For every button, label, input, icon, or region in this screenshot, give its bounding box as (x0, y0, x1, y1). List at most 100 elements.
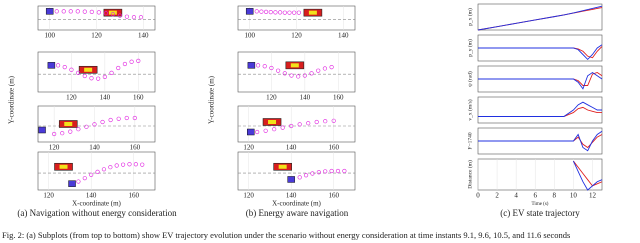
x-tick-label: 120 (243, 144, 254, 152)
obstacle-core (278, 164, 287, 169)
trajectory-point (297, 122, 302, 127)
trajectory-point (116, 65, 121, 71)
trajectory-point (140, 162, 145, 167)
x-tick-label: 140 (286, 144, 297, 152)
trajectory-point (331, 118, 336, 123)
x-tick-label: 120 (243, 192, 254, 200)
y-axis-label: v_x (m/s) (466, 99, 473, 120)
x-tick-label: 140 (138, 32, 149, 40)
state-line (477, 5, 603, 31)
trajectory-point (82, 9, 87, 14)
trajectory-point (124, 14, 130, 19)
trajectory-point (138, 15, 144, 20)
trajectory-point (84, 124, 89, 129)
ev (247, 128, 255, 136)
obstacle-core (84, 67, 93, 72)
panel-caption: (b) Energy aware navigation (246, 208, 349, 218)
trajectory-point (289, 123, 294, 129)
obstacle-core (59, 164, 68, 169)
trajectory-point (272, 127, 277, 132)
x-tick-label: 120 (91, 32, 102, 40)
trajectory-point (262, 64, 267, 69)
trajectory-point (136, 58, 141, 63)
trajectory-point (255, 63, 261, 68)
trajectory-point (103, 11, 108, 16)
state-line (478, 71, 603, 90)
state-line (478, 130, 603, 152)
trajectory-point (96, 10, 101, 15)
ev (247, 62, 256, 69)
trajectory-point (124, 115, 129, 121)
y-axis-label: p_y (m) (466, 39, 473, 57)
trajectory-point (310, 171, 315, 176)
trajectory-point (316, 170, 321, 175)
trajectory-point (89, 9, 94, 14)
x-tick-label: 8 (553, 192, 557, 200)
trajectory-point (292, 10, 297, 15)
trajectory-point (263, 9, 269, 14)
trajectory-point (132, 115, 137, 121)
trajectory-point (55, 63, 61, 68)
trajectory-point (306, 121, 311, 126)
x-tick-label: 4 (514, 192, 518, 200)
trajectory-point (82, 176, 87, 181)
trajectory-point (335, 168, 341, 174)
trajectory-point (329, 65, 334, 70)
y-axis-label: Y-coordinate (m) (8, 75, 16, 124)
trajectory-point (309, 71, 314, 76)
figure-caption: Fig. 2: (a) Subplots (from top to bottom… (2, 230, 570, 240)
x-tick-label: 160 (333, 94, 344, 102)
x-tick-label: 160 (328, 192, 339, 200)
trajectory-point (116, 116, 121, 121)
trajectory-point (282, 71, 287, 76)
trajectory-point (322, 66, 328, 71)
panel-caption: (a) Navigation without energy considerat… (17, 208, 177, 218)
trajectory-point (62, 65, 67, 70)
x-tick-label: 140 (89, 144, 100, 152)
trajectory-point (303, 173, 309, 178)
y-axis-label: ψ (rad) (466, 71, 473, 87)
trajectory-point (117, 13, 122, 18)
trajectory-point (314, 119, 319, 125)
obstacle-core (64, 122, 73, 126)
ev (287, 176, 295, 183)
ev (245, 8, 254, 15)
axes-frame (477, 96, 603, 124)
trajectory-point (263, 128, 268, 133)
trajectory-point (316, 68, 321, 73)
trajectory-point (280, 125, 285, 130)
ev (45, 8, 54, 15)
trajectory-point (329, 168, 334, 174)
trajectory-point (127, 162, 132, 167)
trajectory-point (68, 129, 73, 134)
trajectory-point (69, 67, 74, 72)
trajectory-point (129, 59, 134, 64)
trajectory-point (60, 131, 65, 136)
state-line (478, 101, 602, 117)
trajectory-point (302, 73, 307, 78)
axes-frame (477, 3, 603, 31)
obstacle-core (268, 120, 277, 124)
trajectory-point (122, 61, 128, 67)
trajectory-point (254, 9, 259, 14)
trajectory-point (108, 165, 113, 170)
axes-frame (477, 158, 603, 191)
axes-frame (237, 151, 356, 191)
obstacle-core (290, 63, 299, 68)
trajectory-point (278, 10, 283, 15)
trajectory-point (89, 172, 94, 177)
x-tick-label: 140 (100, 94, 111, 102)
state-line (573, 160, 603, 187)
trajectory-point (268, 10, 273, 15)
trajectory-point (76, 127, 81, 132)
trajectory-point (96, 76, 101, 81)
axes-frame (237, 105, 356, 143)
trajectory-point (323, 169, 328, 174)
trajectory-point (120, 162, 126, 167)
y-axis-label: p_x (m) (466, 8, 473, 26)
x-tick-label: 120 (49, 144, 60, 152)
trajectory-point (52, 131, 57, 137)
x-tick-label: 140 (300, 94, 311, 102)
ev (47, 62, 56, 69)
trajectory-point (61, 9, 66, 14)
